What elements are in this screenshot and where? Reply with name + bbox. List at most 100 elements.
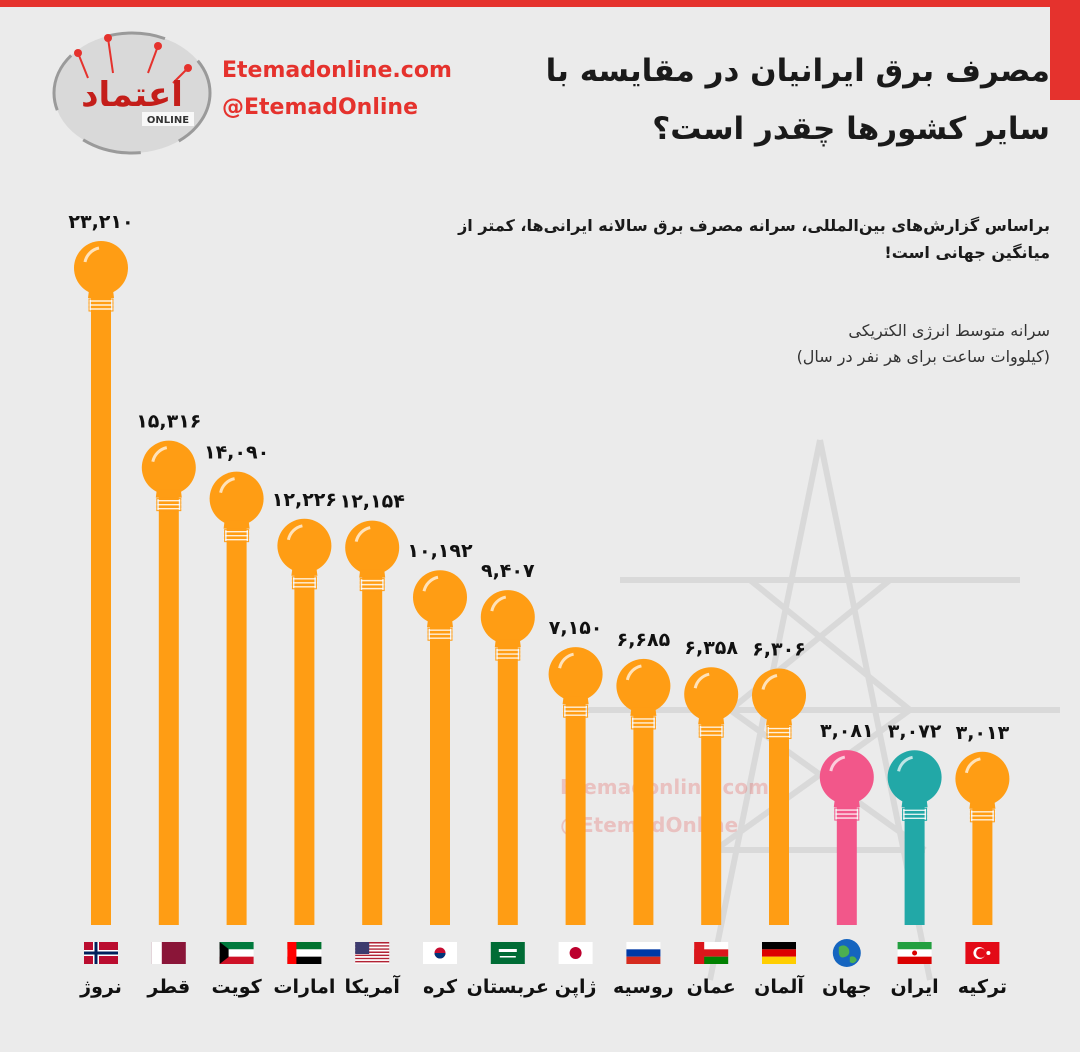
flag-part [762,956,796,964]
flag-part [355,959,390,961]
bar [701,714,722,925]
site-url[interactable]: Etemadonline.com [222,58,452,83]
bulb-icon [819,750,874,805]
bulb-neck [698,716,725,725]
page-title: مصرف برق ایرانیان در مقایسه با سایر کشور… [545,53,1050,147]
flag-part [355,949,390,952]
bulb-icon [548,647,603,702]
bulb-icon [616,658,671,713]
flag-part [694,956,729,964]
flag-part [355,957,390,960]
flag-part [490,942,525,964]
flag-part [355,945,390,947]
flag-part [569,947,582,959]
bar [226,518,247,925]
bar [430,617,450,925]
bulb-highlight [693,672,710,689]
flag-part [626,942,661,950]
bar-group: ۱۴,۰۹۰ کویت [204,442,269,998]
bulb-neck [630,707,657,716]
bulb-icon [480,590,535,645]
flag-part [287,942,297,964]
value-label: ۳,۰۱۳ [956,722,1010,744]
bar [633,705,654,925]
bulb-highlight [829,755,846,772]
bulb-highlight [897,755,914,772]
unit-note: سرانه متوسط انرژی الکتریکی (کیلووات ساعت… [450,318,1050,370]
flag-part [151,942,162,964]
bulb-highlight [490,595,507,612]
flag-part [498,949,517,952]
bulb-icon [277,518,332,573]
bulb-base [291,576,317,590]
flag-part [762,942,796,950]
flag-part [694,942,705,964]
category-label: امارات [273,976,335,998]
flag-part [626,949,661,957]
bar-group: ۶,۳۵۸ عمان [684,637,738,998]
flag-part [694,942,729,950]
bulb-highlight [354,526,371,543]
bulb-neck [562,696,589,705]
category-label: جهان [822,976,872,998]
flag-part [355,953,390,955]
bulb-icon [955,751,1010,806]
bulb-neck [427,619,453,628]
bulb-neck [766,717,792,726]
bulb-highlight [422,575,439,592]
bar [904,797,925,925]
bulb-base [766,726,792,740]
flag-part [626,956,661,964]
value-label: ۹,۴۰۷ [481,560,535,582]
bulb-neck [88,290,114,298]
flag-part [355,948,390,950]
bulb-neck [969,800,996,809]
bar-group: ۳,۰۸۱ جهان [819,720,874,998]
bar-group: ۶,۶۸۵ روسیه [613,629,674,998]
bar [294,565,315,925]
flag-part [287,942,322,950]
bar [158,487,179,925]
bar [91,288,111,925]
flag-part [84,951,118,955]
bulb-highlight [964,757,981,774]
flag-part [897,956,932,964]
category-label: عربستان [467,976,549,998]
bulb-base [698,724,724,738]
bulb-highlight [83,246,100,263]
bar [972,798,993,925]
flag-part [897,942,932,950]
flag-part [912,950,918,956]
value-label: ۱۰,۱۹۲ [407,540,473,562]
unit-line-1: سرانه متوسط انرژی الکتریکی [848,321,1050,340]
flag-part [694,949,729,957]
value-label: ۶,۳۵۸ [684,637,738,659]
value-label: ۱۴,۰۹۰ [204,442,269,464]
bulb-base [834,807,860,821]
bulb-highlight [761,674,778,690]
value-label: ۲۳,۲۱۰ [68,211,133,233]
bulb-neck [155,489,182,498]
etemad-logo: اعتماد ONLINE [52,31,212,155]
flag-part [434,953,446,959]
category-label: ترکیه [958,976,1007,998]
bulb-base [359,578,385,592]
flag-part [287,949,322,957]
category-label: قطر [146,976,190,998]
flag-part [219,942,254,950]
flag-part [355,960,390,963]
value-label: ۱۲,۲۲۶ [272,489,337,511]
flag-part [355,942,370,954]
flag-part [355,946,390,949]
value-label: ۷,۱۵۰ [549,617,603,639]
bulb-neck [223,520,250,529]
bulb-icon [209,471,264,526]
flag-part [219,956,254,964]
site-handle[interactable]: @EtemadOnline [222,95,419,120]
bulb-base [88,298,114,312]
bulb-base [224,529,250,543]
value-label: ۱۲,۱۵۴ [340,491,405,513]
flag-part [986,951,991,955]
bulb-highlight [625,664,642,681]
value-label: ۱۵,۳۱۶ [136,411,201,433]
